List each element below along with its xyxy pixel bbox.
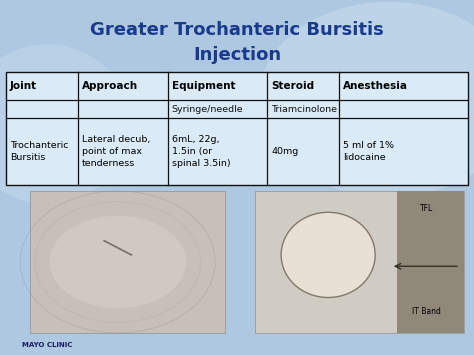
FancyBboxPatch shape [397, 191, 464, 333]
Text: Trochanteric
Bursitis: Trochanteric Bursitis [10, 141, 69, 162]
Text: TFL: TFL [420, 203, 433, 213]
Text: Lateral decub,
point of max
tenderness: Lateral decub, point of max tenderness [82, 135, 150, 168]
Text: 6mL, 22g,
1.5in (or
spinal 3.5in): 6mL, 22g, 1.5in (or spinal 3.5in) [172, 135, 230, 168]
Text: Injection: Injection [193, 46, 281, 64]
Text: Equipment: Equipment [172, 81, 235, 91]
Ellipse shape [281, 212, 375, 297]
Ellipse shape [258, 2, 474, 197]
Text: 40mg: 40mg [271, 147, 298, 156]
Text: IT Band: IT Band [412, 307, 441, 316]
Text: Greater Trochanteric Bursitis: Greater Trochanteric Bursitis [90, 21, 384, 39]
Text: Steroid: Steroid [271, 81, 314, 91]
Text: 5 ml of 1%
lidocaine: 5 ml of 1% lidocaine [343, 141, 393, 162]
FancyBboxPatch shape [30, 191, 225, 333]
Text: Syringe/needle: Syringe/needle [172, 104, 243, 114]
FancyBboxPatch shape [6, 72, 468, 185]
Text: Triamcinolone: Triamcinolone [271, 104, 337, 114]
Ellipse shape [49, 216, 186, 308]
Text: Joint: Joint [10, 81, 37, 91]
Text: Approach: Approach [82, 81, 138, 91]
Text: MAYO CLINIC: MAYO CLINIC [22, 342, 73, 348]
Text: Anesthesia: Anesthesia [343, 81, 408, 91]
FancyBboxPatch shape [255, 191, 464, 333]
Ellipse shape [0, 44, 130, 204]
